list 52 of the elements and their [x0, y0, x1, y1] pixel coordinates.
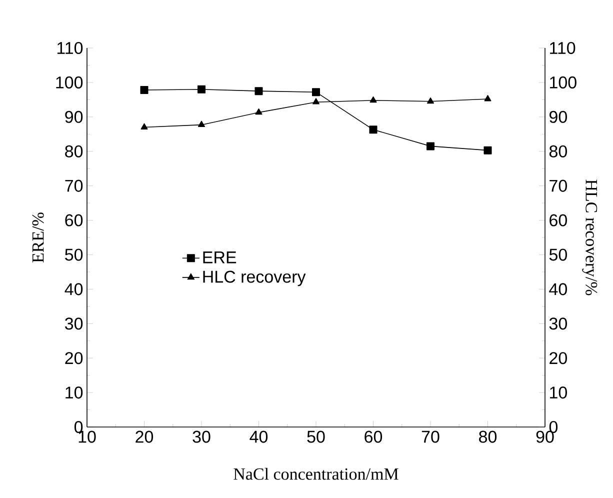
x-tick-label: 40 [250, 430, 268, 443]
legend-label: HLC recovery [203, 270, 306, 286]
y-tick-label: 0 [74, 420, 83, 434]
y-tick-label: 50 [65, 248, 83, 261]
x-tick-label: 80 [479, 430, 497, 443]
y-tick-label: 100 [56, 76, 83, 88]
y-tick-label: 40 [64, 283, 83, 296]
y2-tick-label: 50 [549, 248, 567, 261]
y2-tick-label: 90 [550, 110, 567, 123]
x-tick-label: 70 [422, 430, 440, 443]
legend-label: ERE [203, 252, 236, 264]
y-tick-label: 10 [66, 386, 83, 399]
point [254, 87, 263, 96]
y2-tick-label: 30 [549, 318, 567, 330]
y2-tick-label: 10 [550, 386, 567, 399]
y2-tick-label: 80 [549, 145, 567, 158]
x-tick-label: 20 [136, 430, 154, 443]
y-tick-label: 20 [65, 352, 83, 364]
y2-tick-label: 20 [550, 352, 567, 364]
y2-tick-label: 40 [549, 283, 567, 296]
point [255, 108, 262, 115]
y2-tick-label: 0 [549, 420, 558, 434]
x-tick-label: 30 [192, 430, 210, 443]
y2-tick-label: 100 [550, 76, 576, 88]
point [140, 86, 148, 94]
point [312, 88, 320, 96]
point [312, 98, 320, 104]
point [198, 120, 206, 128]
y2-tick-label: 110 [550, 42, 576, 54]
y2-tick-label: 60 [550, 214, 567, 226]
y-tick-label: 80 [65, 145, 83, 158]
y2-tick-label: 70 [550, 180, 567, 192]
point [484, 146, 492, 154]
y-tick-label: 30 [65, 318, 83, 330]
y-tick-label: 70 [65, 180, 83, 192]
y2-axis-title: HLC recovery/% [582, 180, 598, 296]
point [426, 97, 434, 104]
y-tick-label: 90 [65, 110, 83, 123]
x-tick-label: 50 [307, 430, 325, 443]
point [198, 85, 206, 94]
point [484, 94, 492, 102]
point [140, 123, 148, 130]
point [369, 126, 378, 134]
x-axis-title: NaCl concentration/mM [234, 468, 398, 480]
x-tick-label: 60 [364, 430, 382, 443]
y-tick-label: 110 [57, 42, 83, 54]
y-axis-title: ERE/% [32, 212, 44, 263]
point [426, 142, 434, 150]
y-tick-label: 60 [65, 214, 83, 226]
point [370, 96, 377, 103]
x-tick-label: 90 [536, 430, 554, 443]
x-tick-label: 10 [78, 430, 96, 443]
